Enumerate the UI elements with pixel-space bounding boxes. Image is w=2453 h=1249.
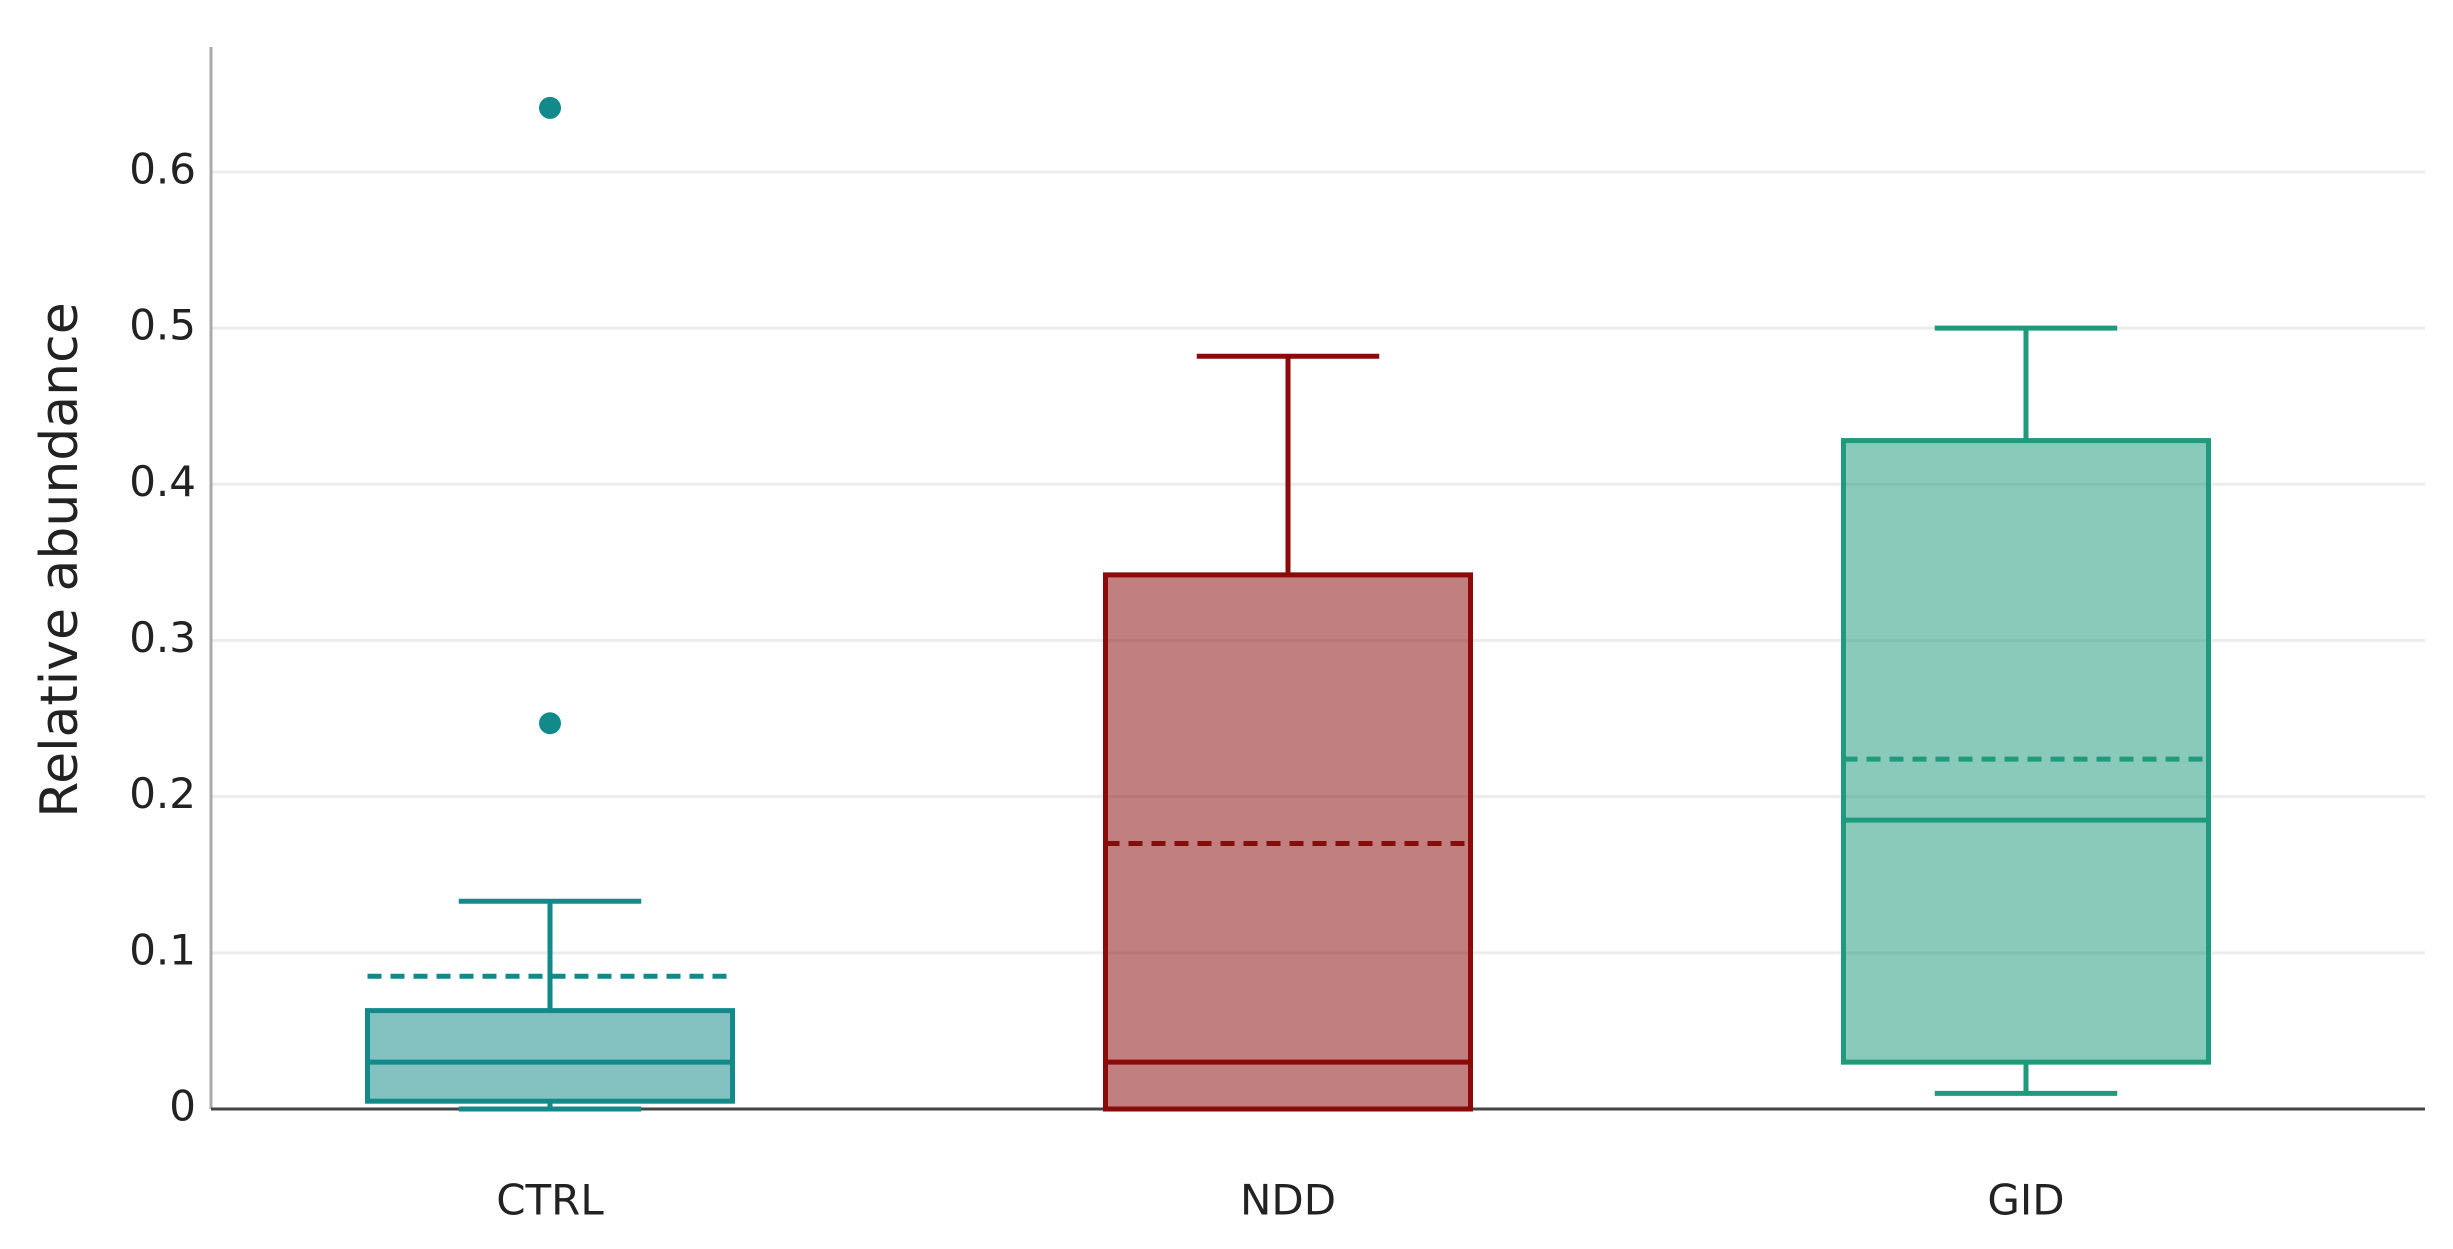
y-tick-label: 0.2 xyxy=(129,769,196,818)
y-tick-label: 0.3 xyxy=(129,613,196,662)
x-tick-label: CTRL xyxy=(496,1176,604,1225)
y-tick-label: 0.4 xyxy=(129,457,196,506)
box xyxy=(1841,438,2211,1065)
outlier xyxy=(539,712,561,735)
y-tick-label: 0 xyxy=(169,1082,196,1131)
x-tick-label: NDD xyxy=(1240,1176,1336,1225)
outlier xyxy=(539,96,561,119)
y-tick-label: 0.6 xyxy=(129,144,196,193)
y-tick-label: 0.5 xyxy=(129,301,196,350)
y-axis-label: Relative abundance xyxy=(30,302,90,817)
x-tick-label: GID xyxy=(1987,1176,2064,1225)
box xyxy=(365,1008,735,1104)
y-tick-label: 0.1 xyxy=(129,925,196,974)
